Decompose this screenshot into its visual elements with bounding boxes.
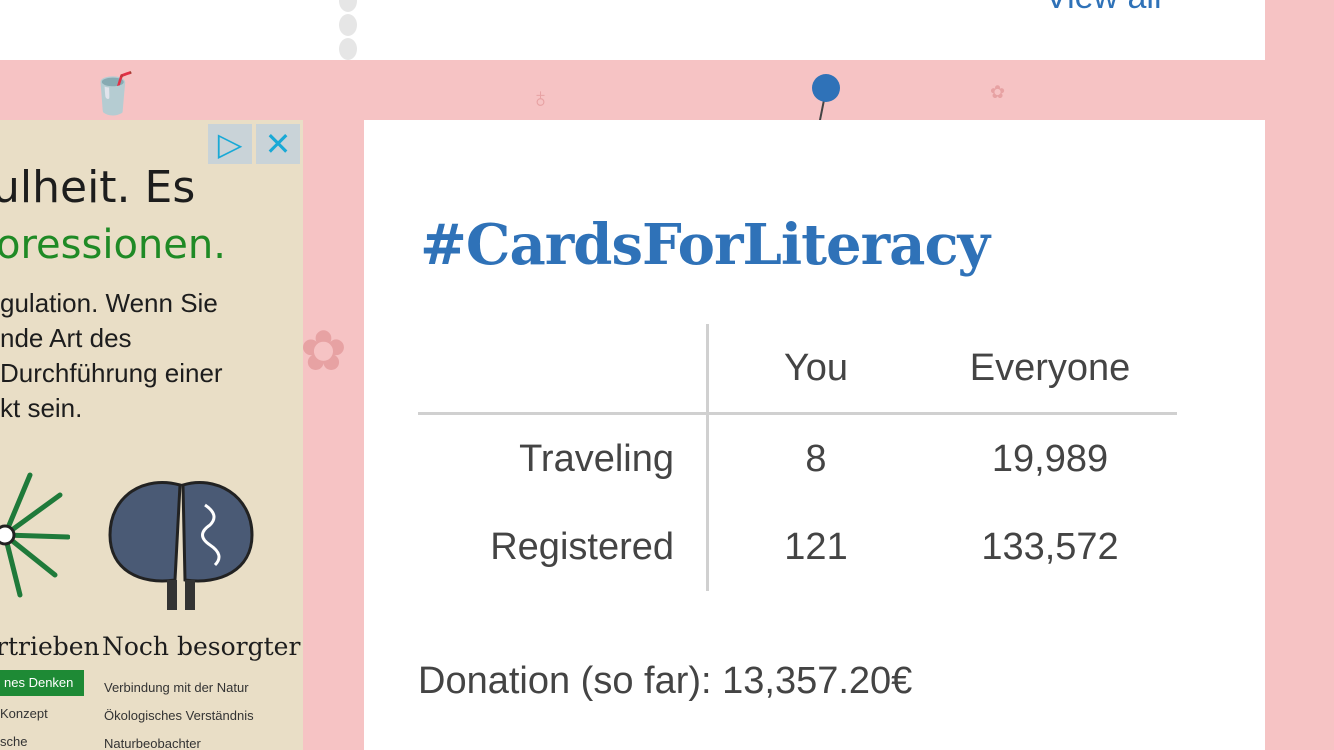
donation-total: Donation (so far): 13,357.20€ (418, 660, 913, 702)
dotted-divider (339, 0, 357, 62)
table-header-row: You Everyone (418, 324, 1177, 415)
cell-everyone: 19,989 (991, 437, 1109, 480)
ad-body-line: Durchführung einer (0, 358, 223, 388)
ad-body-line: gulation. Wenn Sie (0, 288, 218, 318)
ad-body-line: nde Art des (0, 323, 132, 353)
cell-you: 8 (805, 437, 827, 480)
ad-headline: ulheit. Es (0, 162, 196, 213)
ad-list-item: sche (0, 734, 28, 749)
card-title: #CardsForLiteracy (420, 212, 990, 278)
flower-decoration-icon: ✿ (300, 319, 347, 382)
view-all-link[interactable]: View all (1045, 0, 1162, 17)
cell-you: 121 (784, 525, 848, 568)
ad-caption-left: rtrieben (0, 632, 100, 661)
adchoices-icon[interactable]: ▷ (208, 124, 252, 164)
table-row: Traveling 8 19,989 (418, 413, 1177, 503)
ad-list-item: Naturbeobachter (104, 736, 201, 750)
bottle-decoration-icon: ♁ (530, 82, 551, 113)
ad-body-line: kt sein. (0, 393, 83, 423)
brain-illustration (108, 480, 254, 610)
ad-headline-green: oressionen. (0, 222, 226, 268)
ad-caption-right: Noch besorgter (102, 632, 301, 661)
top-card: View all (0, 0, 1265, 60)
ad-list-item: Ökologisches Verständnis (104, 708, 254, 723)
table-row: Registered 121 133,572 (418, 503, 1177, 591)
cards-for-literacy-card: #CardsForLiteracy You Everyone Traveling… (364, 120, 1265, 750)
column-header (418, 324, 709, 415)
row-label: Traveling (418, 413, 709, 503)
cell-everyone: 133,572 (981, 525, 1119, 568)
cup-decoration-icon: 🥤 (88, 72, 138, 116)
stats-table: You Everyone Traveling 8 19,989 Register… (418, 324, 1177, 591)
plant-illustration (0, 472, 70, 598)
ad-green-tag: nes Denken (0, 670, 84, 696)
column-header-everyone: Everyone (923, 324, 1177, 415)
ad-body: gulation. Wenn Sie nde Art des Durchführ… (0, 286, 223, 426)
column-header-you: You (707, 324, 923, 415)
ad-list-item: Konzept (0, 706, 48, 721)
flower-small-decoration-icon: ✿ (990, 82, 1006, 102)
ad-list-item: Verbindung mit der Natur (104, 680, 249, 695)
row-label: Registered (418, 503, 709, 591)
advertisement[interactable]: ulheit. Es oressionen. gulation. Wenn Si… (0, 120, 303, 750)
close-icon[interactable]: ✕ (256, 124, 300, 164)
